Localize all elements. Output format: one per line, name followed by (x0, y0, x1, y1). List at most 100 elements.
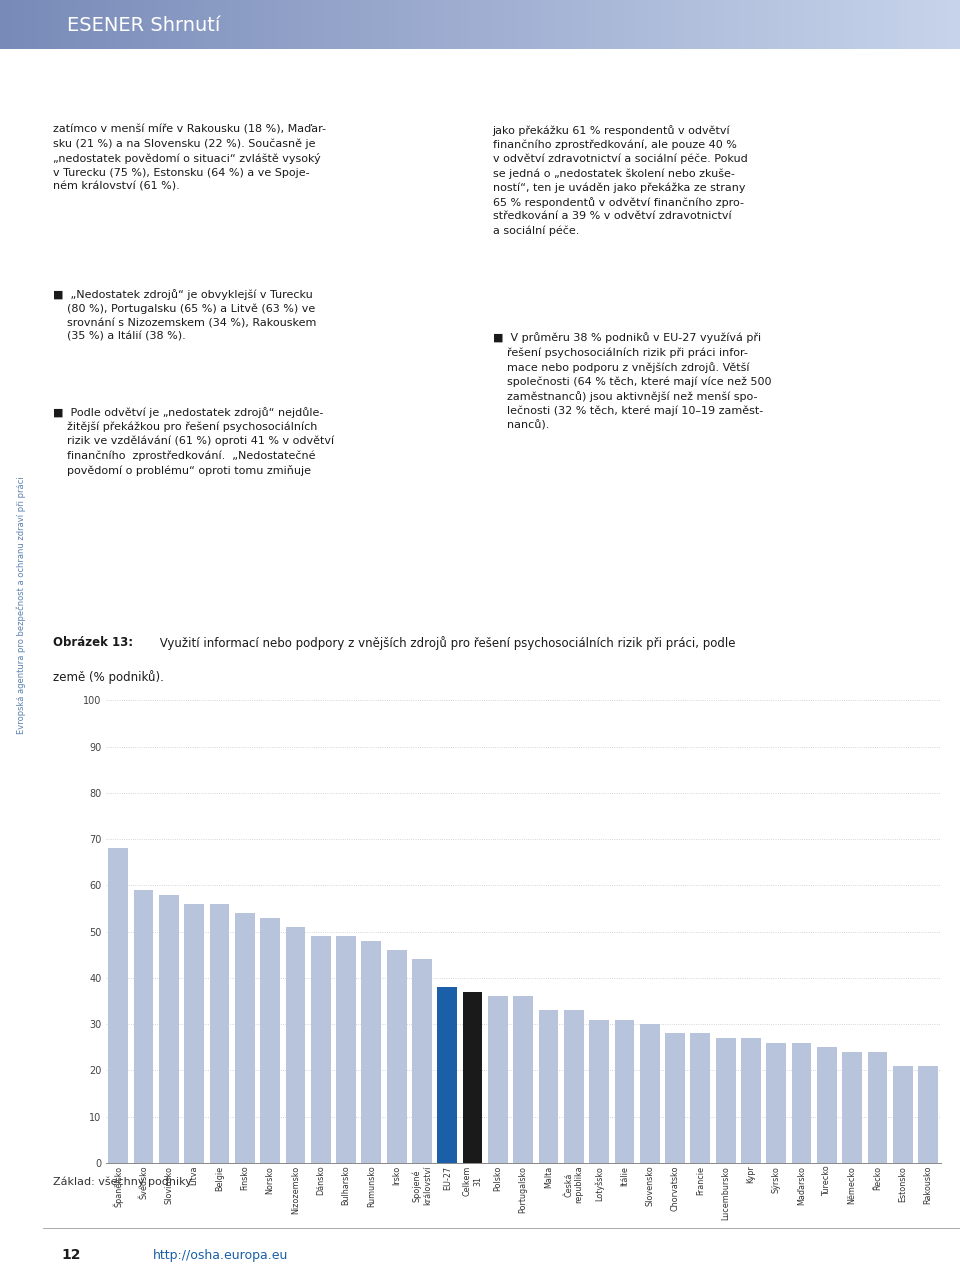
Bar (950, 0, 956, 49)
Bar (235, 914, 254, 1163)
Bar (283, 0, 289, 49)
Bar (389, 0, 395, 49)
Bar (778, 0, 783, 49)
Bar (216, 0, 222, 49)
Bar (173, 0, 179, 49)
Bar (144, 0, 150, 49)
Bar (240, 0, 246, 49)
Bar (754, 0, 759, 49)
Bar (341, 0, 347, 49)
Bar (547, 0, 553, 49)
Bar (538, 0, 543, 49)
Bar (768, 0, 774, 49)
Bar (206, 0, 212, 49)
Bar (600, 0, 606, 49)
Bar (931, 0, 937, 49)
Bar (209, 903, 229, 1163)
Bar (259, 0, 265, 49)
Bar (690, 1033, 710, 1163)
Bar (403, 0, 409, 49)
Bar (716, 1038, 735, 1163)
Bar (562, 0, 567, 49)
Bar (115, 0, 121, 49)
Bar (254, 0, 260, 49)
Bar (413, 0, 419, 49)
Bar (250, 0, 255, 49)
Bar (494, 0, 500, 49)
Bar (387, 950, 406, 1163)
Bar (758, 0, 764, 49)
Bar (883, 0, 889, 49)
Bar (446, 0, 452, 49)
Bar (566, 0, 572, 49)
Bar (38, 0, 44, 49)
Bar (394, 0, 399, 49)
Bar (864, 0, 870, 49)
Bar (336, 937, 356, 1163)
Bar (586, 0, 591, 49)
Bar (792, 1042, 811, 1163)
Bar (86, 0, 92, 49)
Bar (811, 0, 817, 49)
Bar (48, 0, 54, 49)
Bar (110, 0, 116, 49)
Bar (850, 0, 855, 49)
Bar (514, 0, 519, 49)
Bar (571, 0, 577, 49)
Bar (672, 0, 678, 49)
Bar (826, 0, 831, 49)
Bar (197, 0, 203, 49)
Bar (710, 0, 716, 49)
Bar (331, 0, 337, 49)
Bar (643, 0, 649, 49)
Bar (412, 960, 432, 1163)
Bar (62, 0, 68, 49)
Bar (43, 0, 49, 49)
Text: http://osha.europa.eu: http://osha.europa.eu (154, 1249, 289, 1262)
Bar (720, 0, 726, 49)
Bar (96, 0, 102, 49)
Bar (919, 1065, 938, 1163)
Bar (133, 891, 154, 1163)
Bar (29, 0, 35, 49)
Bar (67, 0, 73, 49)
Bar (370, 0, 375, 49)
Bar (485, 0, 491, 49)
Bar (816, 0, 822, 49)
Bar (821, 0, 827, 49)
Bar (336, 0, 342, 49)
Bar (108, 848, 128, 1163)
Bar (269, 0, 275, 49)
Bar (640, 1024, 660, 1163)
Bar (72, 0, 78, 49)
Bar (134, 0, 140, 49)
Bar (350, 0, 356, 49)
Bar (379, 0, 385, 49)
Bar (245, 0, 251, 49)
Bar (442, 0, 447, 49)
Bar (840, 0, 846, 49)
Bar (451, 0, 457, 49)
Bar (589, 1019, 609, 1163)
Bar (163, 0, 169, 49)
Bar (158, 0, 164, 49)
Bar (432, 0, 438, 49)
Bar (326, 0, 332, 49)
Bar (595, 0, 601, 49)
Bar (665, 1033, 684, 1163)
Bar (868, 1052, 887, 1163)
Bar (437, 0, 443, 49)
Bar (817, 1047, 837, 1163)
Bar (523, 0, 529, 49)
Bar (504, 0, 510, 49)
Bar (614, 1019, 635, 1163)
Bar (509, 0, 515, 49)
Bar (682, 0, 687, 49)
Bar (264, 0, 270, 49)
Text: 12: 12 (61, 1248, 81, 1262)
Bar (24, 0, 30, 49)
Bar (792, 0, 798, 49)
Bar (184, 903, 204, 1163)
Bar (787, 0, 793, 49)
Bar (230, 0, 236, 49)
